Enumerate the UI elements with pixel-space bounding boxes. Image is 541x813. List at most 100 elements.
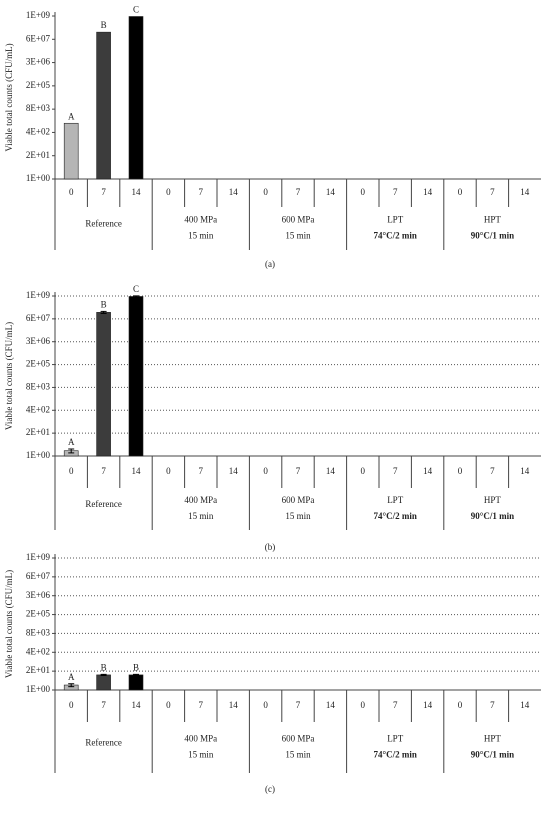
y-tick-label: 8E+03 [26,627,51,637]
x-tick-label: 14 [423,700,433,710]
x-tick-label: 7 [490,466,495,476]
group-label: 400 MPa [184,495,217,505]
group-sublabel: 15 min [285,231,311,241]
significance-letter: B [101,20,107,30]
x-tick-label: 0 [458,187,463,197]
y-tick-label: 3E+06 [26,57,51,67]
caption: (b) [265,542,276,552]
x-tick-label: 0 [263,700,268,710]
x-tick-label: 14 [520,700,530,710]
group-sublabel: 74°C/2 min [374,511,417,521]
group-label: Reference [85,738,121,748]
error-bar [68,448,75,454]
y-tick-label: 8E+03 [26,103,51,113]
significance-letter: A [68,672,75,682]
significance-letter: A [68,111,75,121]
group-label: Reference [85,219,121,229]
group-sublabel: 15 min [188,750,214,760]
x-tick-label: 14 [132,700,142,710]
group-label: 400 MPa [184,734,217,744]
y-tick-label: 6E+07 [26,313,51,323]
y-tick-label: 1E+09 [26,552,51,562]
x-tick-label: 14 [520,187,530,197]
x-tick-label: 7 [199,700,204,710]
y-tick-label: 1E+09 [26,10,51,20]
group-label: HPT [484,734,502,744]
x-tick-label: 0 [361,466,366,476]
y-tick-label: 2E+01 [26,150,50,160]
x-tick-label: 7 [393,466,398,476]
group-label: LPT [387,495,404,505]
x-tick-label: 0 [166,466,171,476]
x-tick-label: 14 [423,466,433,476]
significance-letter: B [133,662,139,672]
bar [96,674,111,691]
x-tick-label: 0 [361,700,366,710]
group-label: 600 MPa [282,495,315,505]
group-label: Reference [85,499,121,509]
x-tick-label: 0 [458,466,463,476]
y-tick-label: 6E+07 [26,571,51,581]
y-tick-label: 4E+02 [26,126,50,136]
y-tick-label: 4E+02 [26,646,50,656]
x-tick-label: 14 [423,187,433,197]
group-label: LPT [387,215,404,225]
group-label: HPT [484,495,502,505]
group-sublabel: 74°C/2 min [374,231,417,241]
group-sublabel: 15 min [285,511,311,521]
group-label: HPT [484,215,502,225]
x-tick-label: 7 [199,187,204,197]
bar [128,296,144,457]
x-tick-label: 0 [69,700,74,710]
x-tick-label: 0 [166,700,171,710]
significance-letter: C [133,5,139,15]
group-sublabel: 90°C/1 min [471,511,514,521]
group-label: 600 MPa [282,734,315,744]
x-tick-label: 0 [166,187,171,197]
x-tick-label: 14 [132,187,142,197]
error-bar [133,295,139,298]
y-tick-label: 4E+02 [26,404,50,414]
bar [128,16,144,180]
y-tick-label: 2E+01 [26,427,50,437]
y-tick-label: 3E+06 [26,590,51,600]
significance-letter: B [101,299,107,309]
caption: (a) [265,259,275,269]
x-tick-label: 7 [490,700,495,710]
bar [128,674,144,691]
x-tick-label: 7 [296,466,301,476]
y-tick-label: 2E+01 [26,665,50,675]
error-bar [68,683,75,688]
significance-letter: B [101,662,107,672]
x-tick-label: 7 [393,187,398,197]
error-bar [133,673,139,677]
x-tick-label: 14 [326,187,336,197]
y-axis-label: Viable total counts (CFU/mL) [4,43,14,151]
x-tick-label: 0 [69,466,74,476]
y-tick-label: 1E+00 [26,450,51,460]
y-axis-label: Viable total counts (CFU/mL) [4,322,14,430]
group-sublabel: 15 min [188,511,214,521]
y-tick-label: 2E+05 [26,80,51,90]
x-tick-label: 7 [296,700,301,710]
bar [96,31,111,180]
y-tick-label: 8E+03 [26,381,51,391]
y-tick-label: 3E+06 [26,336,51,346]
x-tick-label: 14 [229,187,239,197]
caption: (c) [265,784,275,794]
x-tick-label: 0 [263,187,268,197]
x-tick-label: 7 [101,187,106,197]
x-tick-label: 0 [263,466,268,476]
y-tick-label: 1E+00 [26,173,51,183]
group-label: 600 MPa [282,215,315,225]
bar [96,312,111,457]
x-tick-label: 0 [361,187,366,197]
y-tick-label: 6E+07 [26,33,51,43]
x-tick-label: 7 [393,700,398,710]
x-tick-label: 7 [199,466,204,476]
group-sublabel: 15 min [285,750,311,760]
y-tick-label: 1E+09 [26,290,51,300]
group-sublabel: 90°C/1 min [471,231,514,241]
